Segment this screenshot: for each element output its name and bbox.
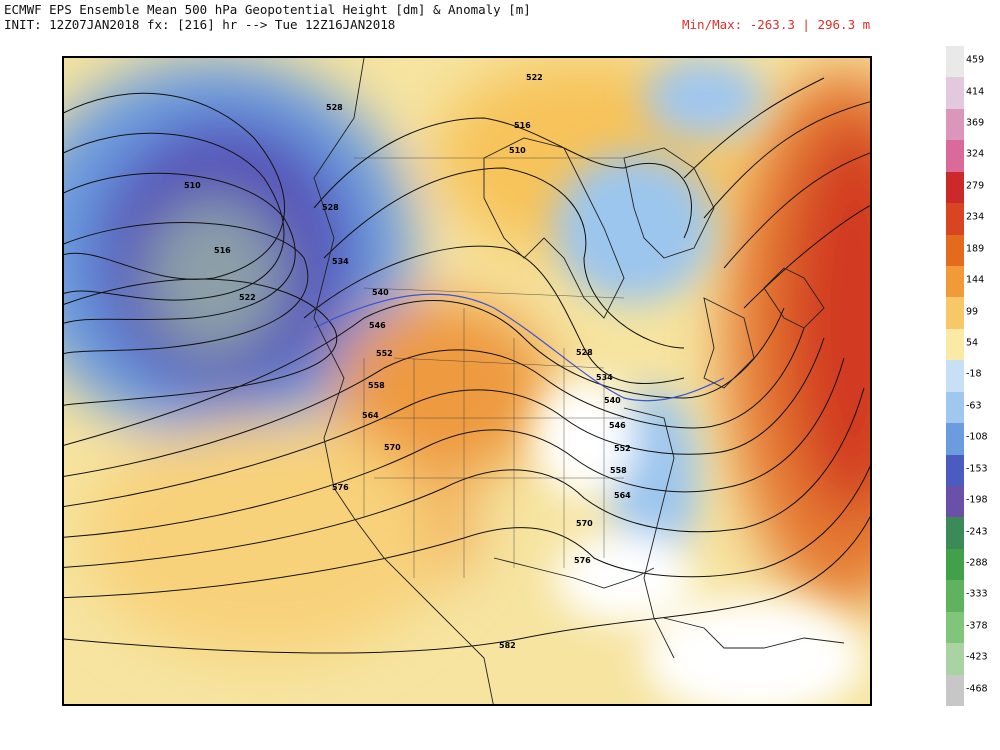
contour-label: 522 [526,73,543,82]
colorbar-swatch [946,266,964,298]
colorbar-label: 189 [966,243,985,255]
map-header: ECMWF EPS Ensemble Mean 500 hPa Geopoten… [4,2,531,32]
colorbar-swatch [946,548,964,581]
contour-label: 546 [369,321,386,330]
contour-label: 528 [326,103,343,112]
colorbar-label: -468 [966,683,988,695]
colorbar-swatch [946,486,964,518]
colorbar-swatch [946,77,964,110]
colorbar-swatch [946,391,964,424]
colorbar-swatch [946,234,964,267]
colorbar-label: 414 [966,86,985,98]
colorbar-swatch [946,643,964,676]
contour-label: 576 [574,556,591,565]
contour-label: 552 [614,444,631,453]
colorbar-swatch [946,423,964,456]
colorbar-swatch [946,203,964,236]
colorbar-swatch [946,46,964,78]
colorbar-label: -153 [966,463,988,475]
colorbar-swatch [946,297,964,330]
contour-label: 582 [499,641,516,650]
colorbar-swatch [946,328,964,361]
contour-label: 528 [322,203,339,212]
contour-label: 540 [604,396,621,405]
contour-label: 558 [368,381,385,390]
colorbar-swatch [946,171,964,204]
colorbar-swatch [946,140,964,173]
colorbar-label: -423 [966,651,988,663]
state-borders [354,157,625,578]
anomaly-colorbar: 459 414 369 324 279 234 189 144 99 54 -18 -63 -108 -1… [946,46,1000,707]
colorbar-label: -333 [966,588,988,600]
contour-labels: 510 516 522 528 528 534 540 546 552 558 … [184,73,631,650]
colorbar-label: -63 [966,400,982,412]
contour-label: 576 [332,483,349,492]
contour-label: 540 [372,288,389,297]
colorbar-label: 369 [966,117,985,129]
height-contours [64,77,870,654]
contour-label: 534 [332,257,349,266]
colorbar-label: -198 [966,494,988,506]
contour-label: 564 [362,411,379,420]
colorbar-label: 324 [966,148,985,160]
colorbar-label: -108 [966,431,988,443]
contour-label: 534 [596,373,613,382]
colorbar-swatch [946,360,964,393]
colorbar-label: -243 [966,526,988,538]
colorbar-label: -288 [966,557,988,569]
colorbar-label: -378 [966,620,988,632]
contour-label: 570 [576,519,593,528]
map-canvas: 510 516 522 528 528 534 540 546 552 558 … [64,58,870,704]
weather-map: 510 516 522 528 528 534 540 546 552 558 … [62,56,872,706]
colorbar-label: 279 [966,180,985,192]
header-init: INIT: 12Z07JAN2018 fx: [216] hr --> Tue … [4,17,396,32]
colorbar-label: 144 [966,274,985,286]
contour-label: 510 [184,181,201,190]
contour-label: 564 [614,491,631,500]
contour-label: 558 [610,466,627,475]
colorbar-swatch [946,517,964,550]
contour-label: 552 [376,349,393,358]
colorbar-swatch [946,611,964,644]
colorbar-label: 234 [966,211,985,223]
contour-label: 570 [384,443,401,452]
contour-label: 516 [214,246,231,255]
contour-540-highlight [313,293,725,402]
header-title: ECMWF EPS Ensemble Mean 500 hPa Geopoten… [4,2,531,17]
contour-label: 516 [514,121,531,130]
colorbar-swatch [946,108,964,141]
minmax-readout: Min/Max: -263.3 | 296.3 m [682,17,871,32]
colorbar-swatch [946,674,964,707]
colorbar-swatch [946,454,964,487]
coastlines [313,58,845,704]
colorbar-label: -18 [966,368,982,380]
anomaly-shading [64,58,870,704]
colorbar-swatch [946,580,964,613]
contour-label: 510 [509,146,526,155]
contour-label: 522 [239,293,256,302]
colorbar-label: 459 [966,54,985,66]
contour-label: 546 [609,421,626,430]
colorbar-label: 99 [966,306,979,318]
contour-label: 528 [576,348,593,357]
colorbar-label: 54 [966,337,979,349]
